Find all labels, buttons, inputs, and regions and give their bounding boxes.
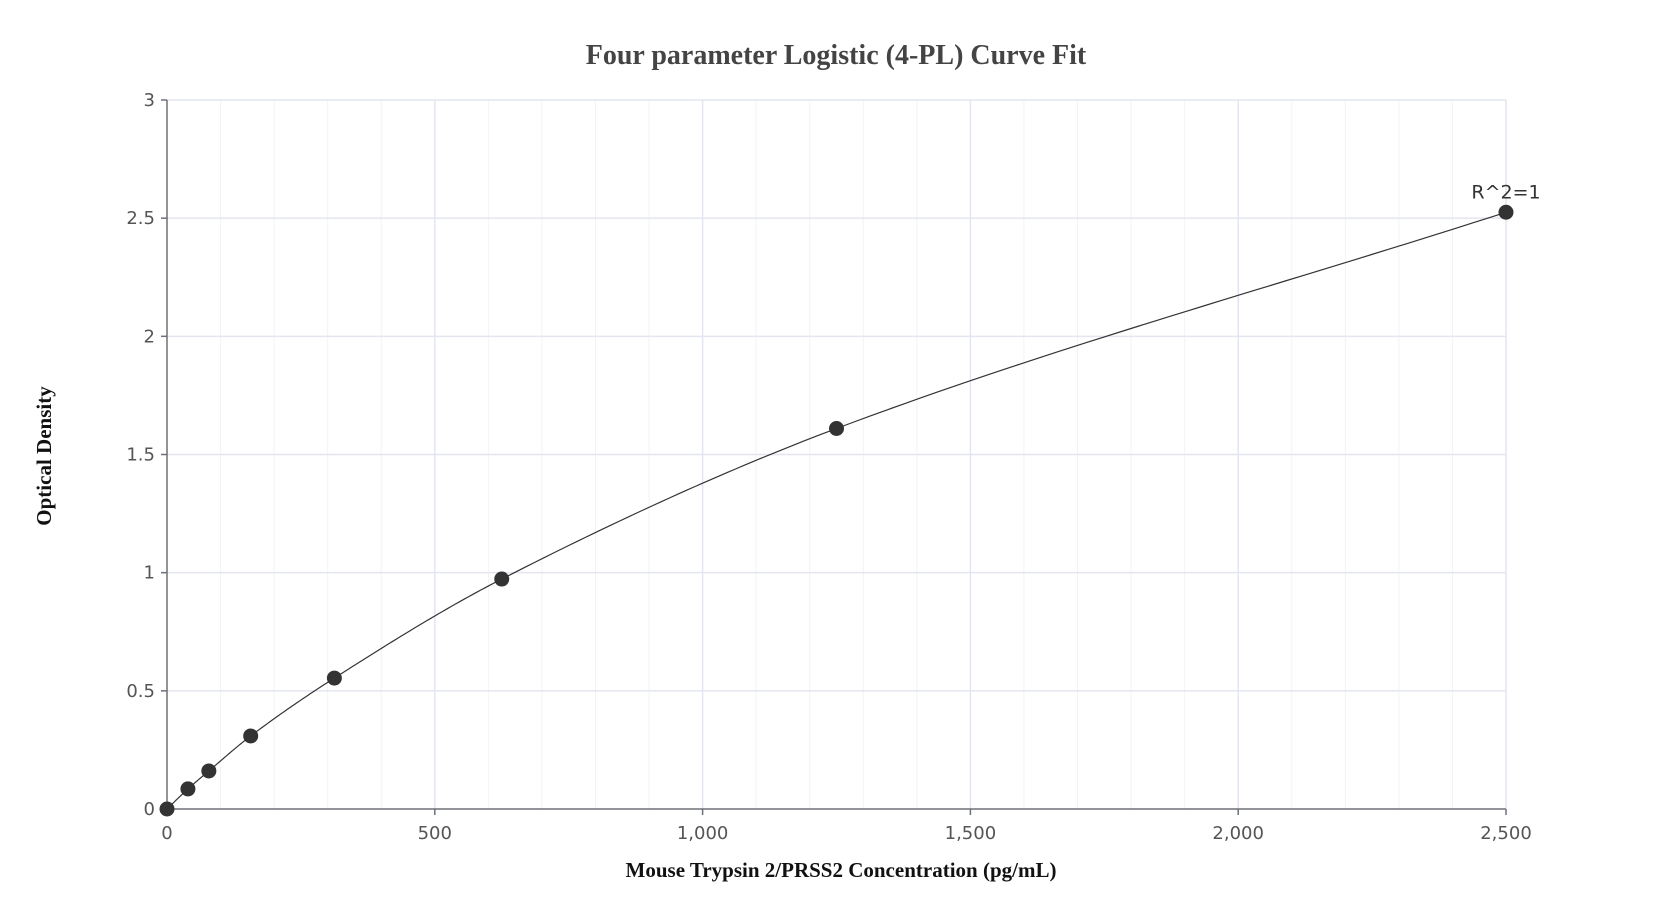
data-point[interactable] xyxy=(326,670,342,686)
data-point[interactable] xyxy=(829,421,844,437)
x-axis-ticks: 0 500 1,000 1,500 2,000 2,500 xyxy=(161,809,1532,844)
y-tick-label: 2.5 xyxy=(126,208,155,229)
y-axis-ticks: 0 0.5 1 1.5 2 2.5 3 xyxy=(126,90,167,820)
r-squared-annotation: R^2=1 xyxy=(1471,181,1540,203)
data-points xyxy=(159,204,1514,817)
x-tick-label: 1,000 xyxy=(677,823,729,844)
data-point[interactable] xyxy=(180,781,196,797)
y-tick-label: 1.5 xyxy=(126,445,155,466)
annotations: R^2=1 xyxy=(1471,181,1540,203)
data-point[interactable] xyxy=(243,728,259,744)
data-point[interactable] xyxy=(159,801,175,817)
x-tick-label: 2,500 xyxy=(1480,823,1532,844)
data-point[interactable] xyxy=(1498,204,1514,220)
y-axis-title: Optical Density xyxy=(32,386,56,526)
chart-title: Four parameter Logistic (4-PL) Curve Fit xyxy=(586,40,1087,71)
data-point[interactable] xyxy=(201,763,217,779)
x-tick-label: 0 xyxy=(161,823,172,844)
y-tick-label: 2 xyxy=(144,326,155,347)
y-tick-label: 1 xyxy=(144,563,155,584)
fit-curve-line xyxy=(166,211,1507,810)
y-tick-label: 3 xyxy=(144,90,155,111)
y-tick-label: 0 xyxy=(144,799,155,820)
x-tick-label: 1,500 xyxy=(945,823,997,844)
x-axis-title: Mouse Trypsin 2/PRSS2 Concentration (pg/… xyxy=(626,858,1057,882)
major-gridlines xyxy=(167,99,1507,809)
x-tick-label: 2,000 xyxy=(1212,823,1264,844)
y-tick-label: 0.5 xyxy=(126,681,155,702)
data-point[interactable] xyxy=(494,571,510,587)
x-tick-label: 500 xyxy=(418,823,452,844)
